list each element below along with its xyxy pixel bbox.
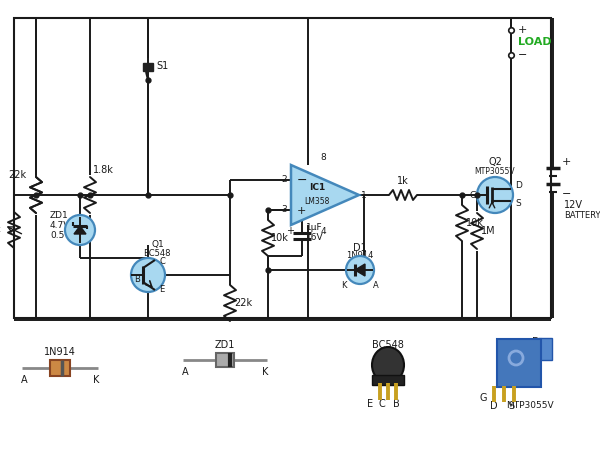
Text: IC1: IC1 <box>309 184 325 192</box>
Circle shape <box>477 177 513 213</box>
Text: S: S <box>515 199 521 208</box>
Text: 1: 1 <box>361 191 367 199</box>
Text: B: B <box>134 274 140 283</box>
Ellipse shape <box>372 347 404 383</box>
Text: B: B <box>392 399 400 409</box>
Text: 0.5W: 0.5W <box>50 232 73 240</box>
Text: K: K <box>93 375 99 385</box>
Text: 12V: 12V <box>564 200 583 210</box>
Text: +: + <box>286 226 294 236</box>
Circle shape <box>346 256 374 284</box>
Text: D: D <box>532 337 539 347</box>
Text: LOAD: LOAD <box>518 37 551 47</box>
Text: A: A <box>20 375 28 385</box>
Text: D: D <box>515 181 522 191</box>
Text: ZD1: ZD1 <box>50 212 69 220</box>
Text: VR1: VR1 <box>0 211 1 219</box>
Text: MTP3055V: MTP3055V <box>506 402 554 411</box>
Text: 1N914: 1N914 <box>346 252 374 260</box>
Text: 22k: 22k <box>234 298 252 308</box>
Text: Q2: Q2 <box>488 157 502 167</box>
Text: 3: 3 <box>281 206 287 214</box>
Text: C: C <box>379 399 385 409</box>
FancyBboxPatch shape <box>372 375 404 385</box>
FancyBboxPatch shape <box>497 339 541 387</box>
Text: S: S <box>508 401 514 411</box>
Text: A: A <box>182 367 188 377</box>
FancyBboxPatch shape <box>538 338 552 360</box>
Text: +: + <box>518 25 527 35</box>
Text: 10k: 10k <box>271 233 289 243</box>
FancyBboxPatch shape <box>143 63 153 71</box>
Polygon shape <box>291 165 359 225</box>
Text: Q1: Q1 <box>152 240 165 249</box>
Polygon shape <box>355 264 365 276</box>
Text: E: E <box>367 399 373 409</box>
Text: MTP3055V: MTP3055V <box>475 166 515 176</box>
Text: +: + <box>562 157 571 167</box>
Text: G: G <box>469 191 476 199</box>
Text: S1: S1 <box>156 61 168 71</box>
Text: 4: 4 <box>320 227 326 237</box>
Circle shape <box>131 258 165 292</box>
Text: 1.8k: 1.8k <box>93 165 114 175</box>
Text: D1: D1 <box>353 243 367 253</box>
Text: D: D <box>490 401 497 411</box>
Text: +: + <box>297 206 307 216</box>
FancyBboxPatch shape <box>50 360 70 376</box>
Text: 1M: 1M <box>481 226 496 236</box>
Text: BC548: BC548 <box>143 248 170 258</box>
Text: BATTERY: BATTERY <box>564 211 600 219</box>
Text: 1N914: 1N914 <box>44 347 76 357</box>
Text: E: E <box>160 285 164 294</box>
Text: LM358: LM358 <box>304 197 329 206</box>
FancyBboxPatch shape <box>216 353 234 367</box>
Text: A: A <box>373 281 379 290</box>
Text: 4.7V: 4.7V <box>50 221 70 231</box>
Text: K: K <box>262 367 268 377</box>
Text: G: G <box>480 393 487 403</box>
Text: 1µF: 1µF <box>306 224 323 233</box>
Text: 1k: 1k <box>397 176 409 186</box>
Text: −: − <box>297 173 308 186</box>
Text: BC548: BC548 <box>372 340 404 350</box>
Text: 2: 2 <box>281 176 287 185</box>
Text: 22k: 22k <box>8 170 26 180</box>
Text: −: − <box>518 50 527 60</box>
Text: 20k: 20k <box>0 226 1 234</box>
Text: C: C <box>159 256 165 266</box>
Polygon shape <box>74 226 86 234</box>
Text: K: K <box>341 281 347 290</box>
Text: 8: 8 <box>320 153 326 163</box>
Circle shape <box>65 215 95 245</box>
Text: ZD1: ZD1 <box>215 340 235 350</box>
Text: 10k: 10k <box>466 218 484 228</box>
Text: 16V: 16V <box>306 233 323 242</box>
Text: −: − <box>562 189 571 199</box>
